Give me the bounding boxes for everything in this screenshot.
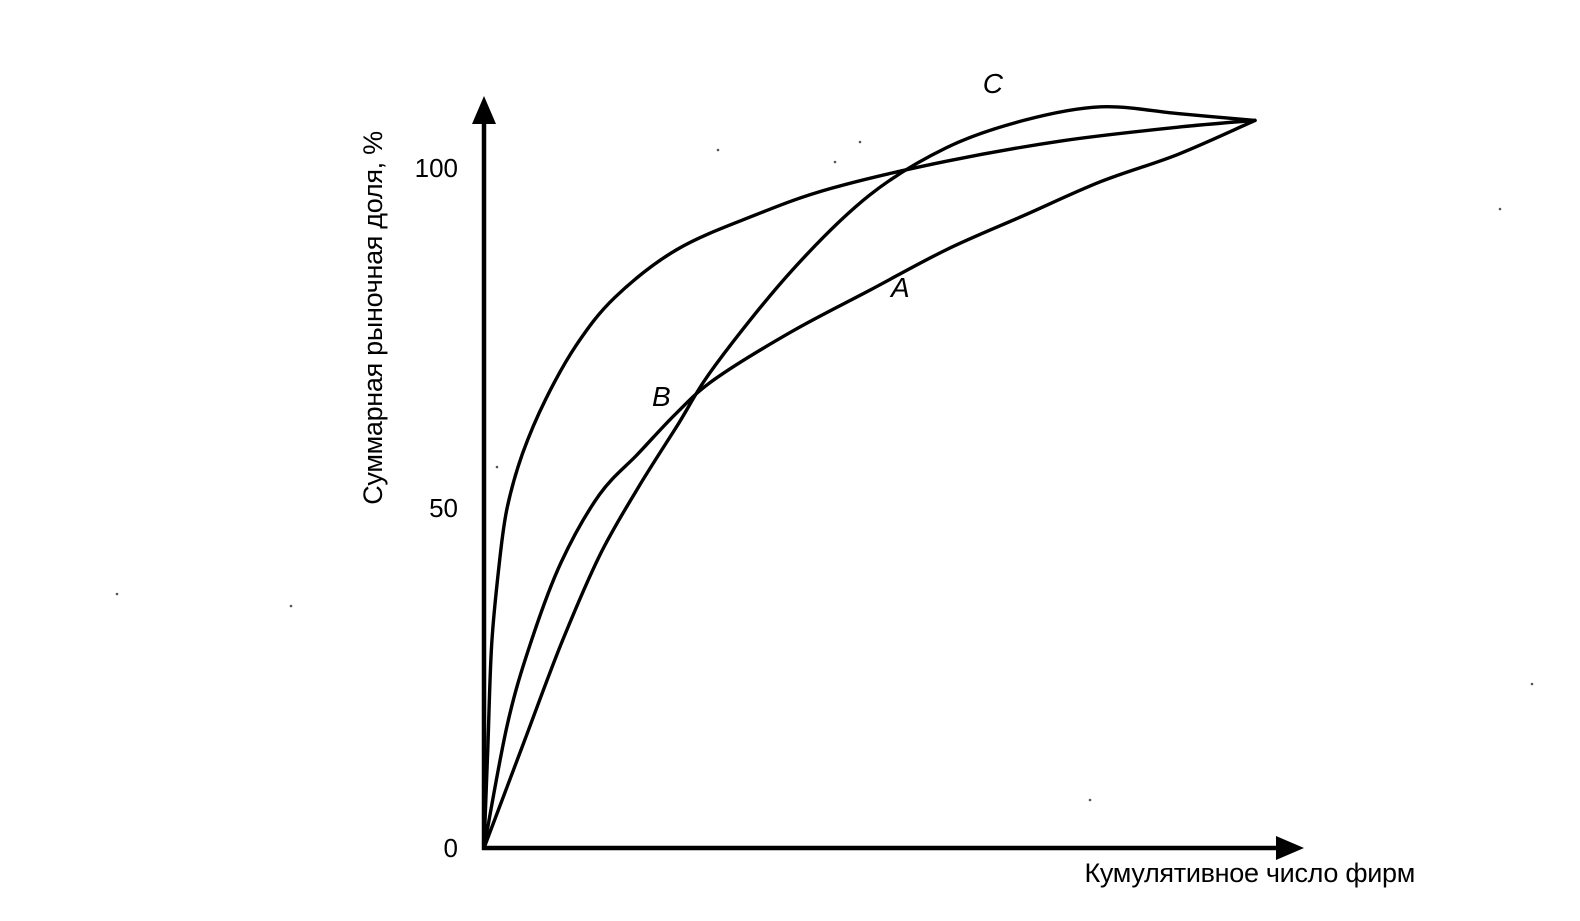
curve-label-a: A [889, 272, 910, 303]
curve-a [482, 118, 1257, 850]
x-axis-label: Кумулятивное число фирм [1084, 858, 1415, 888]
y-axis-arrow [472, 96, 496, 124]
curve-c [482, 118, 1257, 850]
scan-speck [858, 140, 862, 144]
scan-specks [115, 140, 1534, 802]
y-tick-label-100: 100 [415, 153, 458, 183]
scan-speck [716, 148, 720, 152]
y-tick-label-0: 0 [444, 833, 458, 863]
curve-label-b: B [652, 381, 671, 412]
scan-speck [1530, 682, 1534, 686]
y-tick-labels: 0 50 100 [415, 153, 458, 863]
scan-speck [1498, 207, 1502, 211]
axis-labels: Суммарная рыночная доля, % Кумулятивное … [358, 131, 1415, 888]
scan-speck [289, 604, 293, 608]
scan-speck [115, 592, 119, 596]
scan-speck [1088, 798, 1092, 802]
curve-b [482, 104, 1257, 850]
curves [482, 104, 1257, 850]
curve-label-c: C [983, 68, 1004, 99]
axes [472, 96, 1304, 860]
y-tick-label-50: 50 [429, 493, 458, 523]
y-axis-label: Суммарная рыночная доля, % [358, 131, 388, 505]
curve-labels: A B C [652, 68, 1004, 412]
scan-speck [495, 465, 499, 469]
scan-speck [833, 160, 837, 164]
x-axis-arrow [1276, 836, 1304, 860]
